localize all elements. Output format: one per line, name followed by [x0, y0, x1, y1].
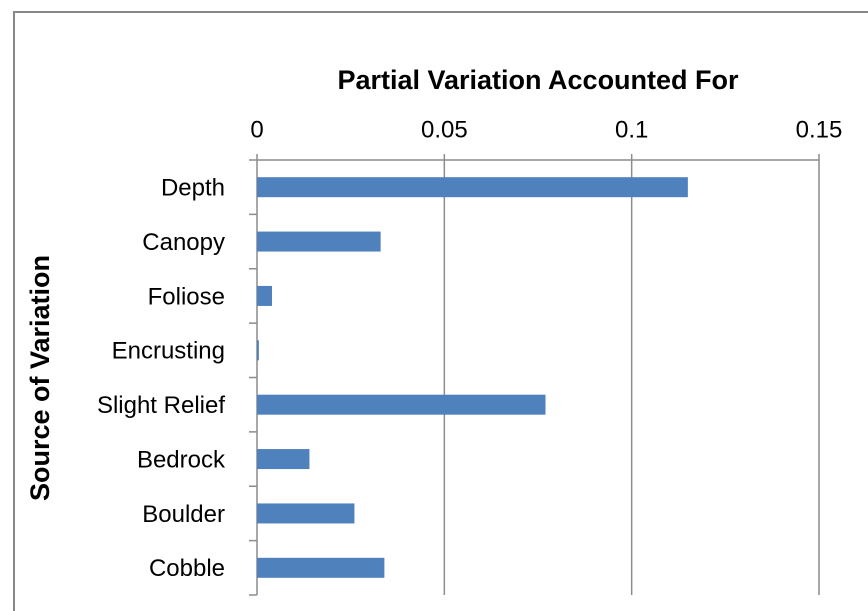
x-tick-label: 0 [250, 116, 263, 143]
y-tick-label: Slight Relief [97, 392, 225, 419]
x-tick-label: 0.1 [615, 116, 648, 143]
bar [257, 231, 381, 252]
bar [257, 503, 355, 524]
bar [257, 449, 310, 470]
y-tick-label: Depth [161, 175, 225, 202]
y-tick-label: Canopy [142, 229, 225, 256]
bar [257, 177, 688, 198]
y-tick-label: Cobble [149, 555, 225, 582]
y-axis-label: Source of Variation [25, 255, 55, 501]
y-tick-label: Bedrock [137, 446, 226, 473]
y-tick-label: Boulder [142, 501, 225, 528]
bar [257, 557, 385, 578]
y-tick-label: Encrusting [112, 338, 225, 365]
chart-frame [13, 11, 868, 611]
y-tick-label: Foliose [148, 283, 225, 310]
x-tick-label: 0.05 [421, 116, 468, 143]
bar [257, 285, 272, 306]
bar [257, 394, 546, 415]
x-tick-label: 0.15 [796, 116, 843, 143]
chart-title: Partial Variation Accounted For [337, 65, 739, 95]
bar [257, 340, 259, 361]
